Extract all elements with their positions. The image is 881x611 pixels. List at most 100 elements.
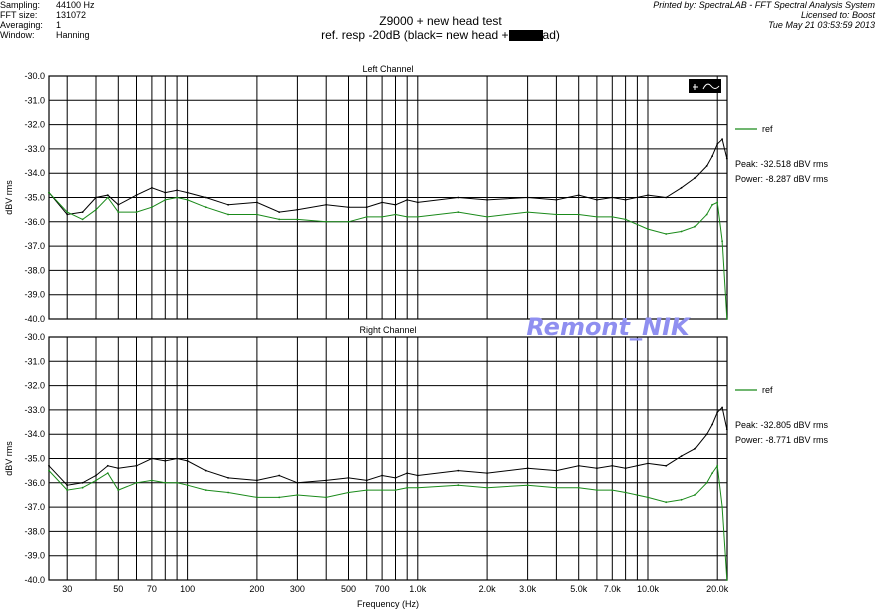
- ref-point: [416, 216, 419, 218]
- ref-point: [256, 213, 258, 216]
- black-point: [526, 467, 529, 470]
- black-point: [705, 165, 708, 167]
- black-point: [256, 201, 258, 204]
- black-point: [555, 199, 558, 201]
- ref-point: [394, 489, 397, 491]
- y-tick-label: -32.0: [24, 120, 45, 130]
- ref-point: [716, 201, 719, 204]
- black-point: [151, 186, 153, 189]
- ref-point: [555, 486, 558, 489]
- y-tick-label: -40.0: [24, 314, 45, 324]
- black-point: [186, 460, 189, 462]
- y-tick-label: -33.0: [24, 405, 45, 415]
- ref-point: [711, 472, 713, 474]
- black-point: [394, 477, 397, 479]
- ref-point: [151, 479, 153, 482]
- y-tick-label: -36.0: [24, 217, 45, 227]
- licensed-to: Licensed to: Boost: [800, 10, 875, 20]
- black-point: [725, 157, 728, 160]
- x-tick-label: 700: [375, 584, 390, 594]
- ref-point: [725, 318, 728, 320]
- black-point: [81, 481, 84, 484]
- ref-point: [611, 489, 614, 491]
- ref-point: [457, 484, 460, 487]
- ref-point: [577, 486, 580, 489]
- black-point: [624, 467, 627, 470]
- black-point: [555, 469, 558, 472]
- y-tick-label: -38.0: [24, 526, 45, 536]
- ref-point: [611, 216, 614, 218]
- y-tick-label: -34.0: [24, 168, 45, 178]
- ref-point: [227, 213, 230, 216]
- black-point: [365, 479, 368, 482]
- y-tick-label: -31.0: [24, 95, 45, 105]
- black-point: [665, 464, 668, 467]
- black-point: [106, 194, 109, 197]
- black-point: [705, 433, 708, 436]
- black-point: [48, 464, 50, 467]
- black-point: [186, 191, 189, 194]
- ref-point: [457, 211, 460, 214]
- black-point: [416, 474, 419, 477]
- black-point: [577, 464, 580, 467]
- y-axis-label: dBV rms: [4, 180, 14, 215]
- meta-window: Window: Hanning: [0, 30, 90, 40]
- ref-point: [680, 230, 683, 233]
- ref-point: [694, 494, 696, 496]
- meta-fft-size: FFT size: 131072: [0, 10, 87, 20]
- y-tick-label: -31.0: [24, 356, 45, 366]
- black-point: [394, 203, 397, 206]
- y-tick-label: -30.0: [24, 71, 45, 81]
- plot-frame: [48, 336, 728, 581]
- black-point: [694, 177, 696, 180]
- ref-point: [278, 218, 281, 221]
- x-tick-label: 30: [62, 584, 72, 594]
- ref-point: [416, 486, 419, 489]
- print-info: Printed by: SpectraLAB - FFT Spectral An…: [653, 0, 875, 30]
- black-point: [457, 469, 460, 472]
- black-point: [164, 460, 167, 462]
- ref-point: [365, 216, 368, 218]
- ref-point: [365, 489, 368, 491]
- black-series-line: [48, 406, 728, 486]
- black-point: [486, 199, 488, 201]
- ref-point: [135, 481, 138, 484]
- plot-frame: [48, 75, 728, 320]
- subtitle-end: ad): [542, 28, 560, 42]
- y-tick-label: -39.0: [24, 290, 45, 300]
- x-tick-label: 5.0k: [570, 584, 588, 594]
- ref-point: [721, 506, 723, 508]
- black-point: [721, 138, 723, 141]
- y-axis-label: dBV rms: [4, 441, 14, 476]
- ref-point: [48, 191, 50, 194]
- ref-point: [394, 213, 397, 216]
- redaction-box: [508, 30, 543, 42]
- black-point: [227, 203, 230, 206]
- y-tick-label: -38.0: [24, 265, 45, 275]
- y-tick-label: -33.0: [24, 144, 45, 154]
- ref-point: [256, 496, 258, 499]
- black-point: [117, 203, 120, 206]
- legend-label: ref: [762, 385, 773, 395]
- x-tick-label: 2.0k: [479, 584, 497, 594]
- ref-point: [526, 211, 529, 214]
- black-point: [406, 472, 409, 474]
- ref-point: [381, 216, 383, 218]
- black-point: [711, 155, 713, 158]
- ref-point: [151, 206, 153, 209]
- black-point: [716, 143, 719, 145]
- black-point: [680, 455, 683, 457]
- ref-point: [95, 208, 97, 211]
- y-tick-label: -35.0: [24, 454, 45, 464]
- black-point: [325, 479, 328, 482]
- black-point: [577, 194, 580, 197]
- black-point: [416, 201, 419, 204]
- ref-series-line: [48, 464, 728, 581]
- black-point: [365, 206, 368, 209]
- ref-point: [725, 579, 728, 581]
- black-point: [596, 467, 598, 470]
- black-point: [106, 464, 109, 467]
- black-point: [526, 196, 529, 199]
- ref-point: [278, 496, 281, 499]
- black-point: [296, 481, 299, 484]
